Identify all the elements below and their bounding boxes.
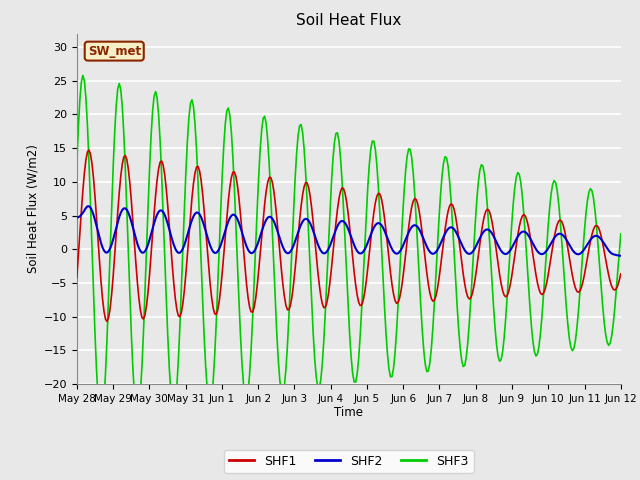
SHF1 xyxy=(589,227,597,232)
Line: SHF1: SHF1 xyxy=(77,150,621,322)
SHF2 xyxy=(255,238,262,244)
SHF1 xyxy=(266,175,273,180)
SHF3 xyxy=(79,72,86,78)
SHF3 xyxy=(266,162,273,168)
SHF3 xyxy=(589,195,597,201)
SHF2 xyxy=(264,215,271,220)
SHF2 xyxy=(141,249,149,254)
SHF2 xyxy=(237,225,244,230)
Legend: SHF1, SHF2, SHF3: SHF1, SHF2, SHF3 xyxy=(224,450,474,473)
SHF3 xyxy=(238,360,246,366)
SHF3 xyxy=(617,231,625,237)
Title: Soil Heat Flux: Soil Heat Flux xyxy=(296,13,401,28)
SHF3 xyxy=(314,384,321,390)
SHF3 xyxy=(143,247,150,253)
SHF2 xyxy=(85,204,93,209)
SHF1 xyxy=(73,275,81,281)
SHF3 xyxy=(256,147,264,153)
Y-axis label: Soil Heat Flux (W/m2): Soil Heat Flux (W/m2) xyxy=(26,144,40,273)
SHF3 xyxy=(97,418,105,424)
SHF1 xyxy=(256,251,264,257)
SHF1 xyxy=(314,268,321,274)
Line: SHF2: SHF2 xyxy=(77,206,621,256)
SHF1 xyxy=(617,271,625,277)
SHF2 xyxy=(617,253,625,259)
SHF2 xyxy=(312,237,320,242)
SHF2 xyxy=(73,215,81,220)
SHF1 xyxy=(238,229,246,235)
SHF1 xyxy=(85,147,93,153)
SHF3 xyxy=(73,162,81,168)
SHF1 xyxy=(103,319,111,324)
SHF2 xyxy=(588,235,596,241)
Text: SW_met: SW_met xyxy=(88,45,141,58)
SHF1 xyxy=(143,303,150,309)
Line: SHF3: SHF3 xyxy=(77,75,621,421)
X-axis label: Time: Time xyxy=(334,407,364,420)
